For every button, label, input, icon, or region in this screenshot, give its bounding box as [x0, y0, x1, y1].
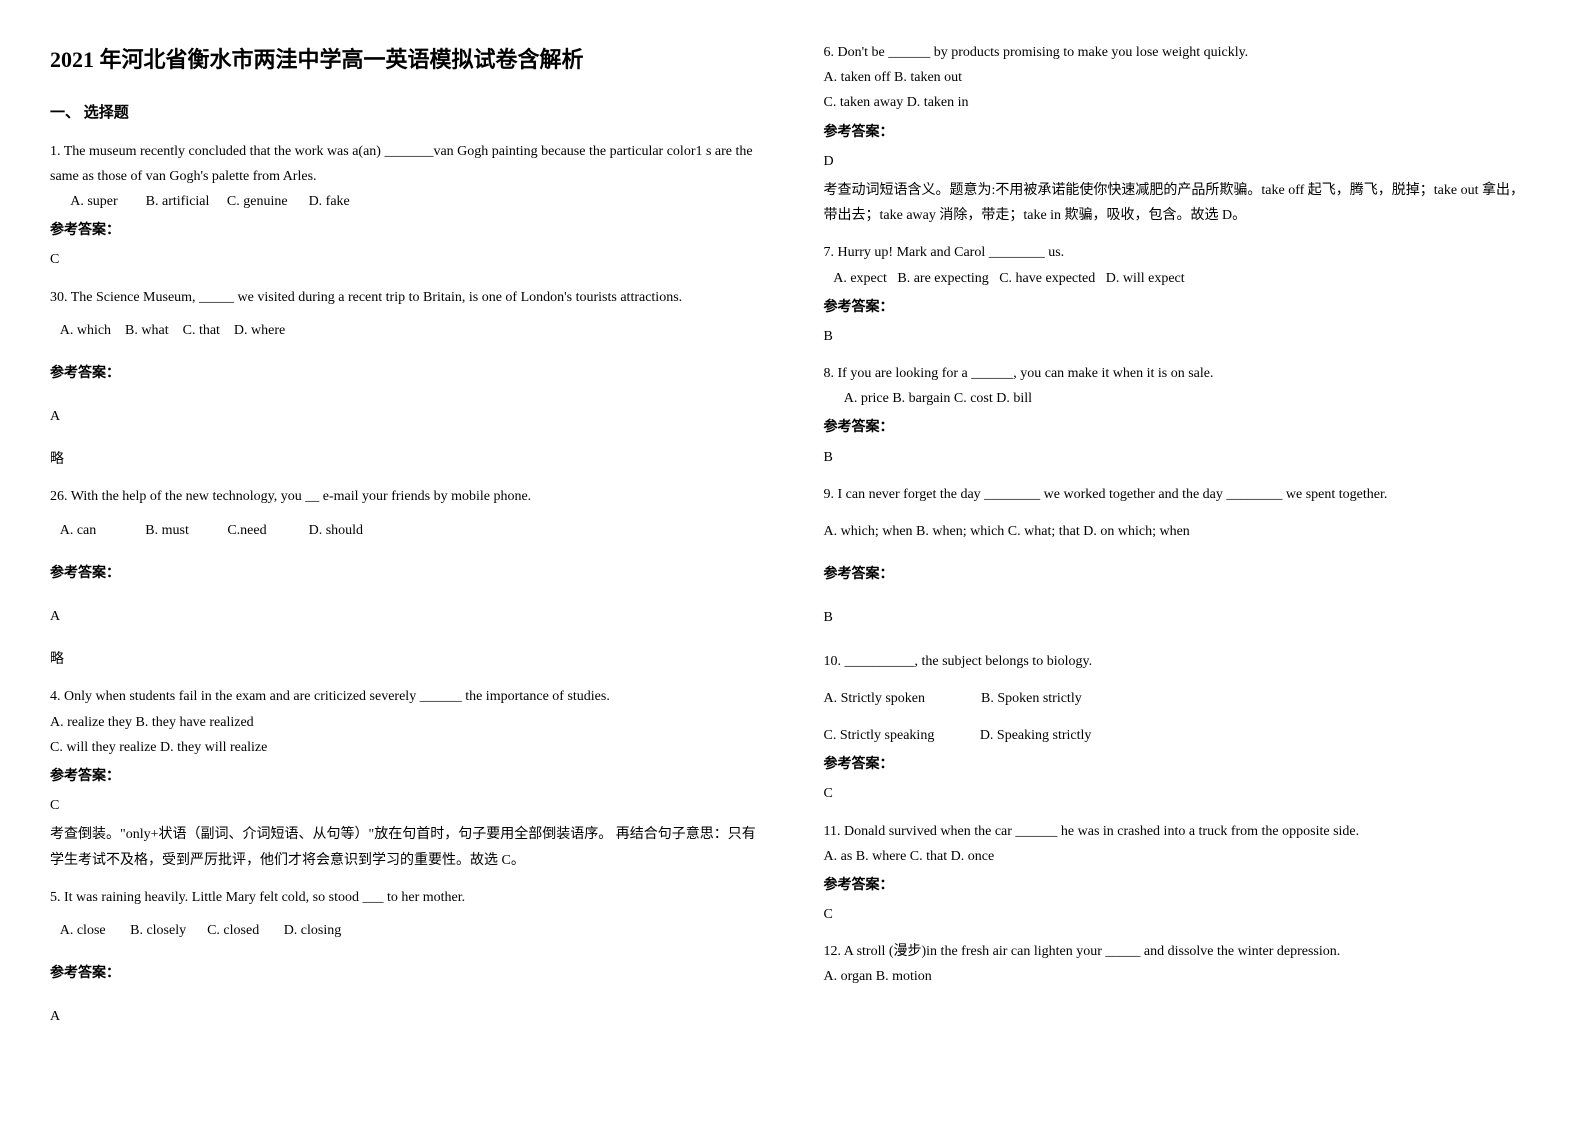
q12-text: 12. A stroll (漫步)in the fresh air can li…	[824, 939, 1538, 964]
left-column: 2021 年河北省衡水市两洼中学高一英语模拟试卷含解析 一、 选择题 1. Th…	[0, 0, 794, 1122]
q6-options-a: A. taken off B. taken out	[824, 65, 1538, 90]
question-7: 7. Hurry up! Mark and Carol ________ us.…	[824, 240, 1538, 349]
q7-options: A. expect B. are expecting C. have expec…	[824, 266, 1538, 291]
q1-options: A. super B. artificial C. genuine D. fak…	[50, 189, 764, 214]
q6-text: 6. Don't be ______ by products promising…	[824, 40, 1538, 65]
q9-text: 9. I can never forget the day ________ w…	[824, 482, 1538, 507]
q4-options-a: A. realize they B. they have realized	[50, 710, 764, 735]
question-26: 26. With the help of the new technology,…	[50, 484, 764, 672]
q8-answer: B	[824, 445, 1538, 470]
q26-skip: 略	[50, 647, 764, 672]
q30-options: A. which B. what C. that D. where	[50, 318, 764, 343]
question-5: 5. It was raining heavily. Little Mary f…	[50, 885, 764, 1030]
q11-text: 11. Donald survived when the car ______ …	[824, 819, 1538, 844]
q4-answer: C	[50, 793, 764, 818]
q11-options: A. as B. where C. that D. once	[824, 844, 1538, 869]
q6-answer: D	[824, 149, 1538, 174]
answer-label: 参考答案：	[824, 873, 1538, 898]
answer-label: 参考答案：	[824, 120, 1538, 145]
answer-label: 参考答案：	[50, 361, 764, 386]
q4-explanation: 考查倒装。"only+状语（副词、介词短语、从句等）"放在句首时，句子要用全部倒…	[50, 822, 764, 872]
section1-header: 一、 选择题	[50, 100, 764, 127]
q5-answer: A	[50, 1004, 764, 1029]
answer-label: 参考答案：	[824, 562, 1538, 587]
q11-answer: C	[824, 902, 1538, 927]
q30-answer: A	[50, 404, 764, 429]
answer-label: 参考答案：	[824, 415, 1538, 440]
q9-answer: B	[824, 605, 1538, 630]
q4-options-c: C. will they realize D. they will realiz…	[50, 735, 764, 760]
question-12: 12. A stroll (漫步)in the fresh air can li…	[824, 939, 1538, 989]
q30-skip: 略	[50, 447, 764, 472]
q10-text: 10. __________, the subject belongs to b…	[824, 649, 1538, 674]
q26-text: 26. With the help of the new technology,…	[50, 484, 764, 509]
q5-options: A. close B. closely C. closed D. closing	[50, 918, 764, 943]
right-column: 6. Don't be ______ by products promising…	[794, 0, 1587, 1122]
q10-options-c: C. Strictly speaking D. Speaking strictl…	[824, 723, 1538, 748]
answer-label: 参考答案：	[50, 561, 764, 586]
q26-options: A. can B. must C.need D. should	[50, 518, 764, 543]
question-10: 10. __________, the subject belongs to b…	[824, 649, 1538, 807]
question-6: 6. Don't be ______ by products promising…	[824, 40, 1538, 228]
answer-label: 参考答案：	[50, 764, 764, 789]
answer-label: 参考答案：	[824, 295, 1538, 320]
q12-options: A. organ B. motion	[824, 964, 1538, 989]
answer-label: 参考答案：	[824, 752, 1538, 777]
q26-answer: A	[50, 604, 764, 629]
q1-text: 1. The museum recently concluded that th…	[50, 139, 764, 189]
q10-answer: C	[824, 781, 1538, 806]
q30-text: 30. The Science Museum, _____ we visited…	[50, 285, 764, 310]
q8-text: 8. If you are looking for a ______, you …	[824, 361, 1538, 386]
q8-options: A. price B. bargain C. cost D. bill	[824, 386, 1538, 411]
question-11: 11. Donald survived when the car ______ …	[824, 819, 1538, 928]
question-30: 30. The Science Museum, _____ we visited…	[50, 285, 764, 473]
question-8: 8. If you are looking for a ______, you …	[824, 361, 1538, 470]
q6-options-c: C. taken away D. taken in	[824, 90, 1538, 115]
q10-options-a: A. Strictly spoken B. Spoken strictly	[824, 686, 1538, 711]
question-1: 1. The museum recently concluded that th…	[50, 139, 764, 273]
q1-answer: C	[50, 247, 764, 272]
q9-options: A. which; when B. when; which C. what; t…	[824, 519, 1538, 544]
doc-title: 2021 年河北省衡水市两洼中学高一英语模拟试卷含解析	[50, 40, 764, 80]
q7-text: 7. Hurry up! Mark and Carol ________ us.	[824, 240, 1538, 265]
answer-label: 参考答案：	[50, 218, 764, 243]
q6-explanation: 考查动词短语含义。题意为:不用被承诺能使你快速减肥的产品所欺骗。take off…	[824, 178, 1538, 228]
q5-text: 5. It was raining heavily. Little Mary f…	[50, 885, 764, 910]
q4-text: 4. Only when students fail in the exam a…	[50, 684, 764, 709]
question-9: 9. I can never forget the day ________ w…	[824, 482, 1538, 631]
answer-label: 参考答案：	[50, 961, 764, 986]
question-4: 4. Only when students fail in the exam a…	[50, 684, 764, 872]
q7-answer: B	[824, 324, 1538, 349]
